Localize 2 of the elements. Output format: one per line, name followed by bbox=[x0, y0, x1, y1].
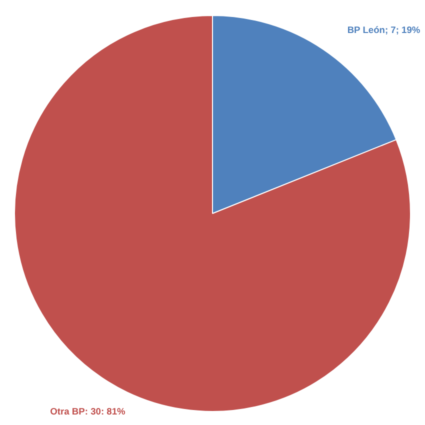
slice-label: BP León; 7; 19% bbox=[347, 24, 421, 35]
slice-label: Otra BP: 30: 81% bbox=[50, 406, 126, 416]
